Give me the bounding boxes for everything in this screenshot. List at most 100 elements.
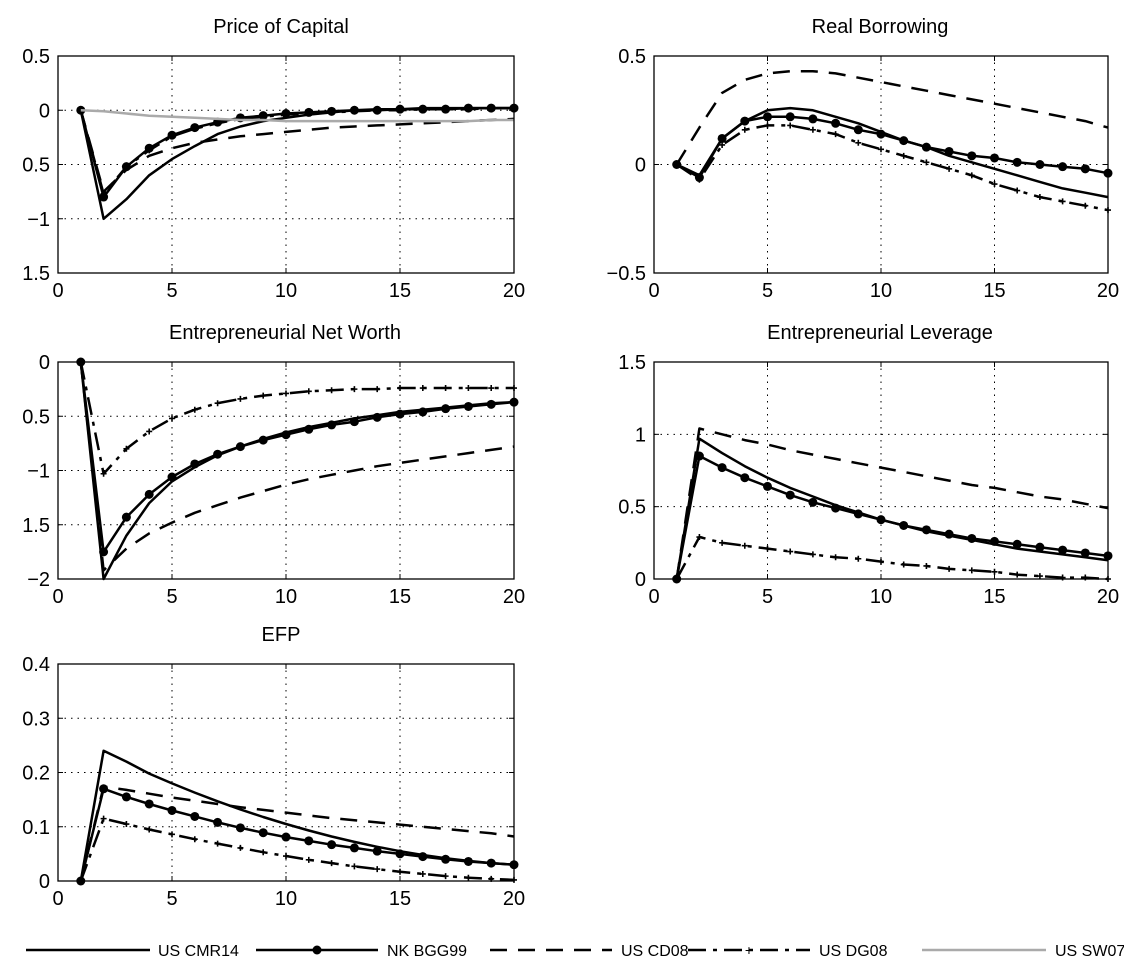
series-point-dg08 xyxy=(673,161,680,168)
x-tick-label: 15 xyxy=(389,280,411,302)
series-point-dg08 xyxy=(328,387,335,394)
series-point-dg08 xyxy=(488,105,495,112)
x-tick-label: 5 xyxy=(762,280,773,302)
series-point-dg08 xyxy=(351,863,358,870)
y-tick-label: 0 xyxy=(635,569,646,591)
series-point-dg08 xyxy=(764,545,771,552)
series-point-dg08 xyxy=(696,176,703,183)
series-point-dg08 xyxy=(991,568,998,575)
series-point-dg08 xyxy=(832,131,839,138)
y-tick-label: −0.5 xyxy=(607,263,646,285)
series-point-dg08 xyxy=(923,562,930,569)
series-point-bgg99 xyxy=(327,840,337,850)
x-tick-label: 5 xyxy=(166,586,177,608)
series-point-bgg99 xyxy=(213,449,223,459)
y-tick-label: 0.5 xyxy=(22,46,50,68)
series-point-bgg99 xyxy=(235,442,245,452)
series-point-bgg99 xyxy=(853,125,863,135)
series-point-bgg99 xyxy=(304,424,314,434)
series-line-cd08 xyxy=(675,427,1109,580)
series-point-dg08 xyxy=(878,558,884,565)
series-line-sw07 xyxy=(80,109,514,123)
series-point-dg08 xyxy=(397,868,403,875)
series-point-bgg99 xyxy=(349,843,359,853)
panel-entrepreneurial-net-worth: Entrepreneurial Net Worth 0 5 10 15 20 0 0.5 −1… xyxy=(22,322,525,608)
series-point-bgg99 xyxy=(944,529,954,539)
panel-price-of-capital: Price of Capital 0 5 10 15 20 0.5 0 0.5 −1 1.5 xyxy=(22,16,525,302)
series-point-bgg99 xyxy=(281,832,291,842)
y-tick-label: 0 xyxy=(635,155,646,177)
series-point-bgg99 xyxy=(899,136,909,146)
x-tick-label: 15 xyxy=(983,280,1005,302)
series-point-bgg99 xyxy=(1080,164,1090,174)
x-tick-label: 5 xyxy=(166,280,177,302)
series-point-dg08 xyxy=(946,165,953,172)
series-point-dg08 xyxy=(146,147,153,154)
series-point-dg08 xyxy=(283,390,289,397)
y-tick-label: −2 xyxy=(27,569,50,591)
y-tick-label: 1.5 xyxy=(22,263,50,285)
series-point-dg08 xyxy=(1059,198,1066,205)
series-point-dg08 xyxy=(305,856,312,863)
series-point-bgg99 xyxy=(486,399,496,409)
x-tick-label: 10 xyxy=(275,280,297,302)
series-point-dg08 xyxy=(719,539,726,546)
panel-title: Real Borrowing xyxy=(812,16,949,38)
series-point-dg08 xyxy=(191,406,198,413)
x-tick-label: 5 xyxy=(762,586,773,608)
series-point-bgg99 xyxy=(99,547,109,557)
series-point-dg08 xyxy=(968,567,975,574)
y-tick-label: 0.1 xyxy=(22,817,50,839)
legend-label-dg08: US DG08 xyxy=(819,943,888,960)
series-point-dg08 xyxy=(169,133,175,140)
x-tick-label: 10 xyxy=(870,280,892,302)
series-point-dg08 xyxy=(442,873,449,880)
series-point-bgg99 xyxy=(258,435,268,445)
series-point-dg08 xyxy=(169,831,175,838)
series-point-dg08 xyxy=(968,172,975,179)
series-point-bgg99 xyxy=(1058,545,1068,555)
series-point-bgg99 xyxy=(121,792,131,802)
x-tick-label: 10 xyxy=(870,586,892,608)
series-point-bgg99 xyxy=(990,536,999,546)
series-point-bgg99 xyxy=(235,823,245,833)
series-line-cd08 xyxy=(675,69,1109,166)
legend-label-sw07: US SW07 xyxy=(1055,943,1124,960)
series-point-bgg99 xyxy=(717,463,727,473)
series-point-dg08 xyxy=(787,548,794,555)
series-point-dg08 xyxy=(741,126,748,133)
series-point-dg08 xyxy=(1036,194,1043,201)
series-point-dg08 xyxy=(442,385,449,392)
series-point-bgg99 xyxy=(121,512,131,522)
series-point-bgg99 xyxy=(258,828,268,838)
series-point-dg08 xyxy=(419,106,426,113)
series-point-dg08 xyxy=(488,385,495,392)
series-point-bgg99 xyxy=(395,849,405,859)
series-line-cd08 xyxy=(79,361,515,572)
series-point-bgg99 xyxy=(190,811,200,821)
series-point-dg08 xyxy=(465,874,472,881)
series-point-bgg99 xyxy=(831,503,841,513)
y-tick-label: 0.4 xyxy=(22,654,50,676)
series-line-cd08 xyxy=(79,109,515,193)
series-point-dg08 xyxy=(283,853,289,860)
series-point-bgg99 xyxy=(372,412,382,422)
series-point-bgg99 xyxy=(967,151,977,161)
series-point-dg08 xyxy=(719,141,726,148)
series-point-dg08 xyxy=(305,110,312,117)
series-point-dg08 xyxy=(855,555,862,562)
series-point-bgg99 xyxy=(785,112,795,122)
series-point-bgg99 xyxy=(144,799,154,809)
series-point-dg08 xyxy=(328,860,335,867)
series-point-dg08 xyxy=(169,415,175,422)
series-point-bgg99 xyxy=(463,856,473,866)
legend-marker-bgg99 xyxy=(312,945,322,955)
series-point-dg08 xyxy=(878,146,884,153)
series-point-bgg99 xyxy=(327,420,337,430)
series-point-dg08 xyxy=(1036,573,1043,580)
series-point-bgg99 xyxy=(1012,539,1022,549)
series-point-bgg99 xyxy=(372,846,382,856)
series-point-bgg99 xyxy=(944,146,954,156)
series-point-bgg99 xyxy=(418,407,428,417)
series-point-bgg99 xyxy=(486,858,496,868)
